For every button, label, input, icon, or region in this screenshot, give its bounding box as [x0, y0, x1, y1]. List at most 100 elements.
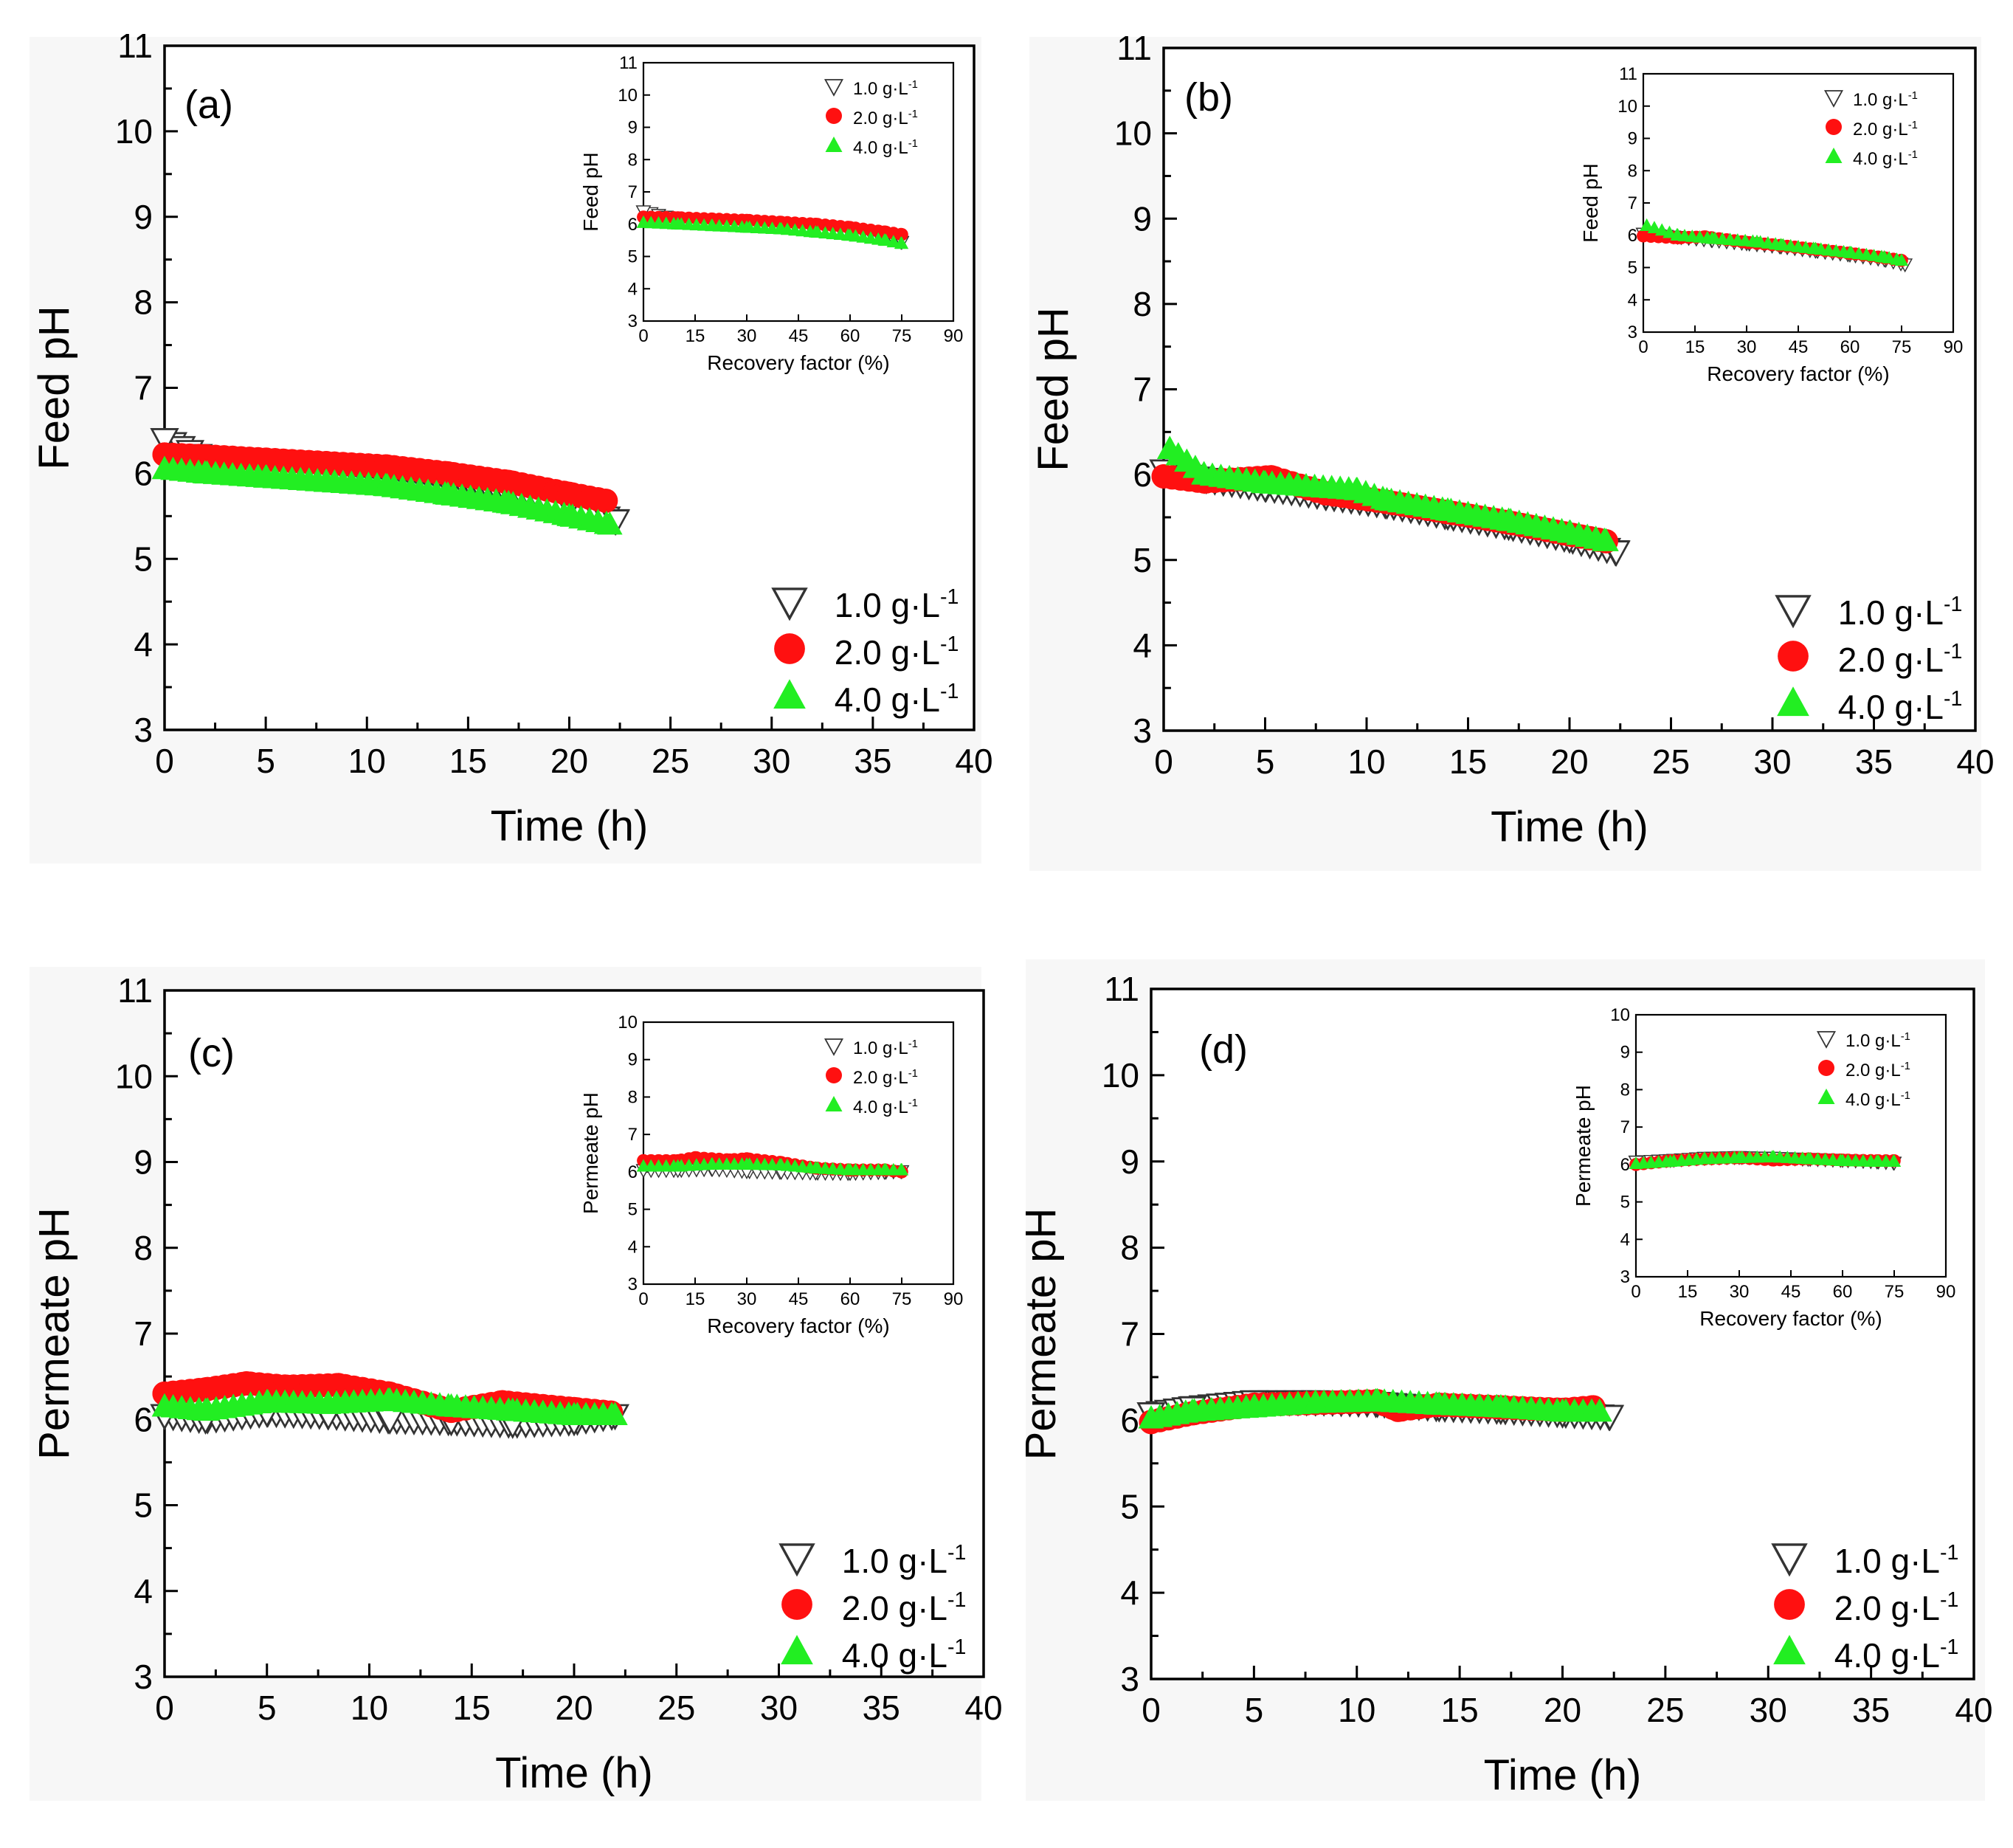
- data-point: [705, 218, 719, 232]
- legend-marker-tri_up: [1773, 1635, 1806, 1665]
- inset-y-tick-label: 7: [628, 1125, 638, 1145]
- legend-label-text: 1.0 g·L: [853, 79, 908, 99]
- data-point: [557, 481, 581, 506]
- y-tick-label: 8: [1120, 1229, 1139, 1267]
- x-tick-label: 35: [854, 742, 891, 780]
- y-tick-label: 10: [115, 1057, 153, 1095]
- legend-label-text: 1.0 g·L: [1838, 593, 1944, 632]
- inset-y-tick-label: 8: [1620, 1080, 1630, 1100]
- legend-label-text: 2.0 g·L: [1834, 1589, 1940, 1627]
- inset-series-tri_up: [636, 215, 909, 249]
- legend-label-sup: -1: [1908, 90, 1918, 102]
- inset-y-axis-label: Feed pH: [1579, 163, 1602, 242]
- legend-label-text: 4.0 g·L: [1838, 688, 1944, 726]
- x-tick-label: 20: [1550, 742, 1588, 781]
- inset-x-tick-label: 90: [944, 1289, 964, 1309]
- data-point: [252, 464, 279, 488]
- x-tick-label: 30: [760, 1689, 798, 1727]
- inset-y-tick-label: 4: [1620, 1230, 1630, 1249]
- inset-plot-area: [1643, 74, 1953, 332]
- panel-label: (d): [1199, 1027, 1248, 1072]
- legend-label-text: 1.0 g·L: [1853, 90, 1908, 110]
- x-tick-label: 10: [1347, 742, 1385, 781]
- y-tick-label: 6: [134, 1400, 153, 1438]
- x-axis-label: Time (h): [491, 802, 649, 850]
- inset-x-axis-label: Recovery factor (%): [1707, 362, 1889, 385]
- legend-label: 2.0 g·L-1: [835, 632, 959, 672]
- y-tick-label: 4: [1133, 626, 1152, 664]
- data-point: [877, 225, 891, 239]
- data-point: [435, 481, 461, 505]
- inset-y-tick-label: 6: [628, 1162, 638, 1182]
- inset-series-tri_up: [636, 1157, 909, 1176]
- data-point: [1894, 253, 1909, 266]
- inset-axis-frame: [1634, 1013, 1947, 1278]
- data-point: [894, 236, 909, 249]
- data-point: [1887, 1154, 1902, 1167]
- y-tick-label: 6: [134, 454, 153, 492]
- legend-label: 2.0 g·L-1: [853, 1068, 918, 1088]
- legend-label-sup: -1: [908, 1068, 918, 1080]
- data-point: [1655, 223, 1669, 236]
- data-point: [1426, 1391, 1452, 1415]
- legend-marker-circle: [1774, 1589, 1805, 1620]
- legend-label-text: 4.0 g·L: [853, 138, 908, 158]
- legend-label-sup: -1: [947, 1541, 966, 1565]
- legend-label: 2.0 g·L-1: [1845, 1061, 1910, 1080]
- legend-marker-tri_up: [1817, 1089, 1835, 1104]
- inset-y-axis-label: Permeate pH: [579, 1092, 602, 1214]
- legend-label: 1.0 g·L-1: [1838, 593, 1963, 632]
- data-point: [1698, 1151, 1712, 1165]
- data-point: [556, 503, 582, 526]
- legend-label: 2.0 g·L-1: [1834, 1588, 1959, 1627]
- inset-x-axis-label: Recovery factor (%): [707, 1314, 889, 1337]
- inset-x-tick-label: 45: [789, 326, 809, 346]
- inset-legend: 1.0 g·L-12.0 g·L-14.0 g·L-1: [824, 79, 918, 158]
- y-tick-label: 8: [134, 283, 153, 322]
- inset-axis-frame: [642, 1021, 955, 1286]
- panel-label: (a): [184, 83, 233, 127]
- data-point: [1732, 1151, 1747, 1163]
- data-point: [234, 1371, 259, 1396]
- inset-y-tick-label: 8: [628, 1087, 638, 1107]
- x-tick-label: 25: [652, 742, 689, 780]
- inset-series-tri_up: [1640, 218, 1909, 266]
- legend-marker-tri_down: [771, 587, 808, 621]
- inset-legend: 1.0 g·L-12.0 g·L-14.0 g·L-1: [1823, 90, 1918, 169]
- legend-label: 4.0 g·L-1: [1845, 1090, 1910, 1110]
- data-point: [1640, 218, 1654, 231]
- legend-label-sup: -1: [908, 79, 918, 91]
- inset-x-tick-label: 30: [1737, 337, 1757, 357]
- data-point: [1629, 1156, 1643, 1170]
- legend-label-sup: -1: [908, 1038, 918, 1050]
- data-point: [809, 225, 823, 238]
- legend-marker-tri_down: [1816, 1031, 1837, 1049]
- legend-label: 4.0 g·L-1: [842, 1635, 967, 1675]
- data-point: [602, 1401, 628, 1425]
- data-point: [1593, 528, 1619, 551]
- axis-frame: [1150, 987, 1975, 1680]
- legend-label-sup: -1: [1940, 1541, 1958, 1565]
- data-point: [1138, 1405, 1164, 1429]
- series-circle: [152, 442, 618, 513]
- legend-label-sup: -1: [1908, 149, 1918, 161]
- x-tick-label: 0: [155, 1689, 174, 1727]
- legend-label: 2.0 g·L-1: [853, 108, 918, 128]
- legend-marker-tri_up: [773, 679, 806, 709]
- data-point: [315, 1390, 342, 1414]
- data-point: [774, 221, 788, 235]
- y-axis-label: Feed pH: [30, 306, 78, 469]
- legend-label: 4.0 g·L-1: [853, 138, 918, 158]
- inset-x-tick-label: 0: [638, 326, 648, 346]
- legend-label-text: 2.0 g·L: [853, 1068, 908, 1088]
- legend-label-sup: -1: [908, 108, 918, 120]
- data-point: [1705, 231, 1719, 244]
- inset-axis-frame: [1642, 72, 1955, 334]
- inset-y-tick-label: 10: [1610, 1005, 1630, 1025]
- x-tick-label: 40: [1955, 1691, 1992, 1729]
- legend-label: 4.0 g·L-1: [853, 1097, 918, 1117]
- legend-label-sup: -1: [1901, 1031, 1910, 1043]
- legend-marker-circle: [826, 108, 842, 124]
